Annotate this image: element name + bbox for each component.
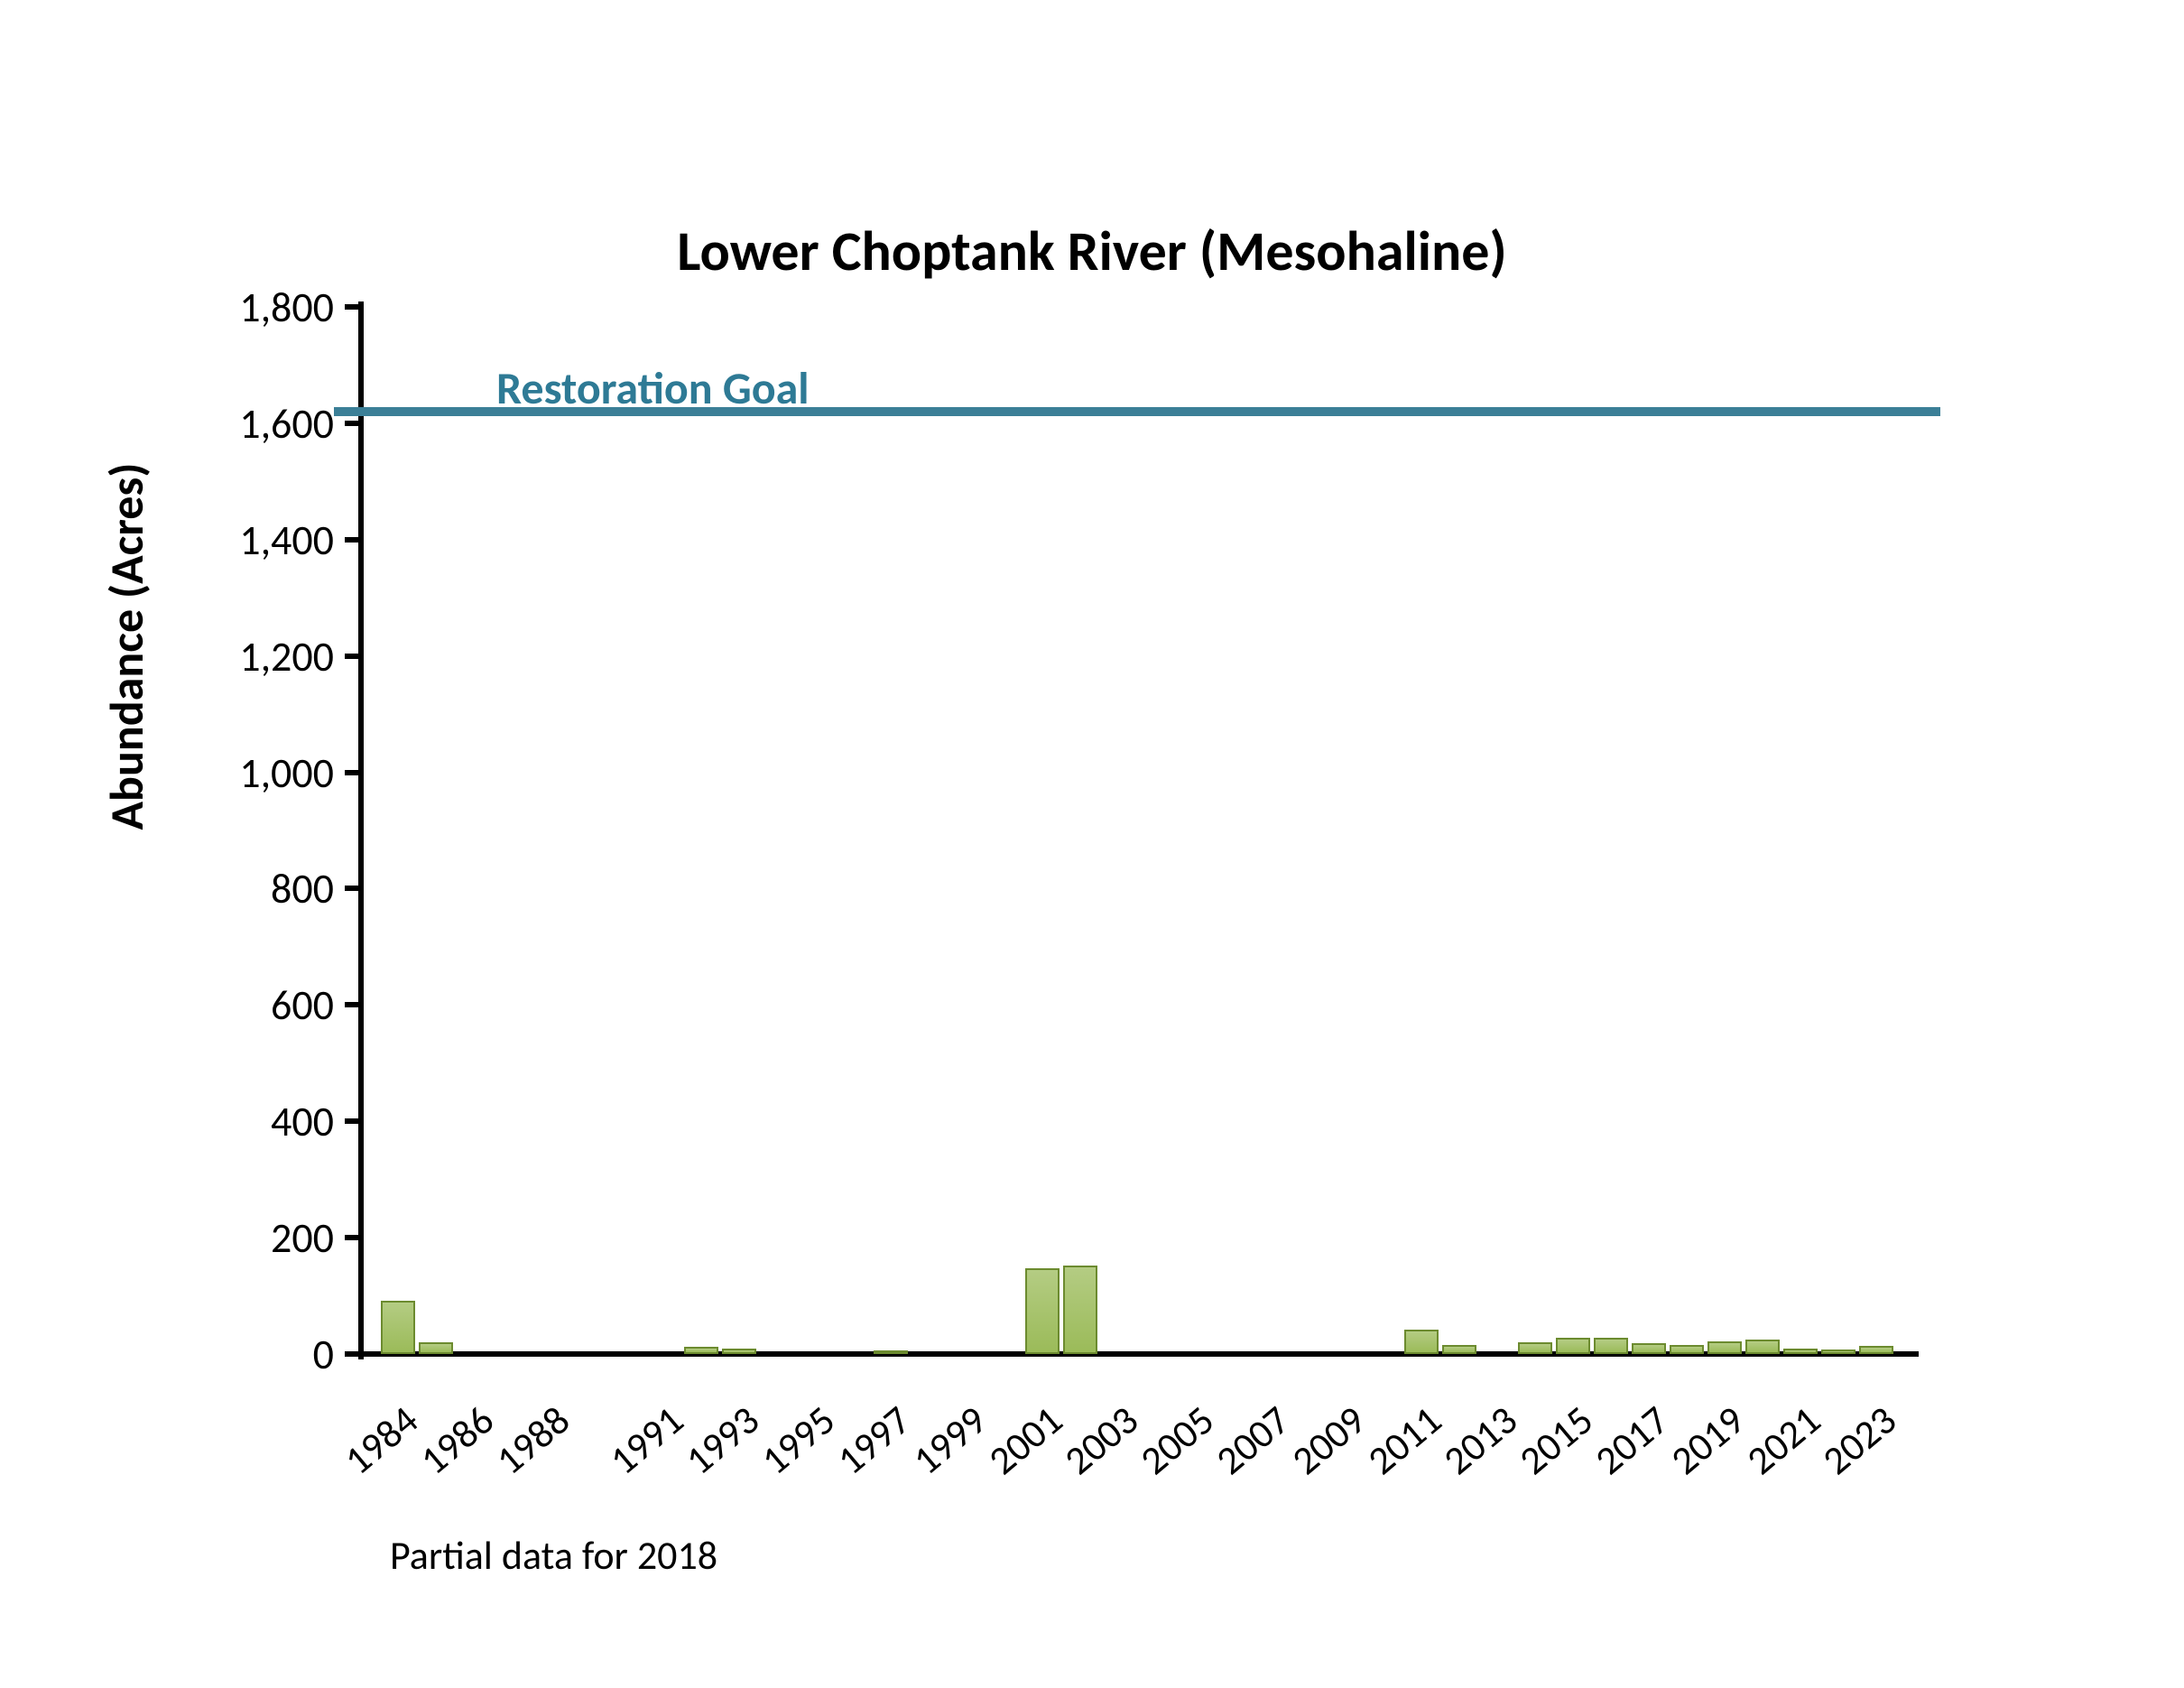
bar	[1632, 1343, 1667, 1354]
bar	[684, 1347, 719, 1354]
bar	[1556, 1338, 1591, 1354]
bar	[1442, 1345, 1477, 1354]
y-axis-label: Abundance (Acres)	[97, 421, 155, 872]
page: Lower Choptank River (Mesohaline) Abunda…	[0, 0, 2184, 1688]
bar	[874, 1350, 909, 1354]
y-tick-label: 1,800	[208, 283, 334, 333]
chart-title: Lower Choptank River (Mesohaline)	[0, 217, 2184, 285]
y-tick-label: 1,200	[208, 632, 334, 682]
y-tick-mark	[345, 1351, 361, 1357]
y-tick-label: 200	[208, 1213, 334, 1264]
bar	[1670, 1345, 1705, 1354]
bar	[1859, 1346, 1894, 1354]
bar	[419, 1342, 454, 1354]
y-axis-line	[358, 301, 364, 1359]
plot-area: 02004006008001,0001,2001,4001,6001,80019…	[361, 307, 1913, 1354]
y-tick-mark	[345, 1002, 361, 1007]
y-tick-label: 1,600	[208, 399, 334, 450]
y-tick-label: 800	[208, 864, 334, 914]
y-tick-label: 1,000	[208, 748, 334, 799]
bar	[1063, 1266, 1098, 1354]
bar	[381, 1301, 416, 1354]
bar	[1025, 1268, 1060, 1354]
footnote: Partial data for 2018	[390, 1531, 717, 1580]
y-tick-mark	[345, 654, 361, 659]
bar	[1821, 1349, 1856, 1354]
y-tick-label: 600	[208, 980, 334, 1031]
bar	[1783, 1349, 1818, 1354]
bar	[1404, 1330, 1439, 1354]
y-tick-mark	[345, 421, 361, 426]
y-tick-label: 400	[208, 1097, 334, 1147]
y-tick-label: 1,400	[208, 515, 334, 566]
bar	[722, 1349, 757, 1354]
y-tick-mark	[345, 1235, 361, 1240]
bar	[1745, 1340, 1781, 1354]
y-tick-mark	[345, 537, 361, 543]
bar	[1518, 1342, 1553, 1354]
y-tick-label: 0	[208, 1330, 334, 1380]
bar	[1594, 1338, 1629, 1354]
restoration-goal-label: Restoration Goal	[496, 361, 810, 416]
y-tick-mark	[345, 770, 361, 775]
y-tick-mark	[345, 1118, 361, 1124]
bar	[1707, 1341, 1743, 1354]
y-tick-mark	[345, 886, 361, 891]
y-tick-mark	[345, 304, 361, 310]
